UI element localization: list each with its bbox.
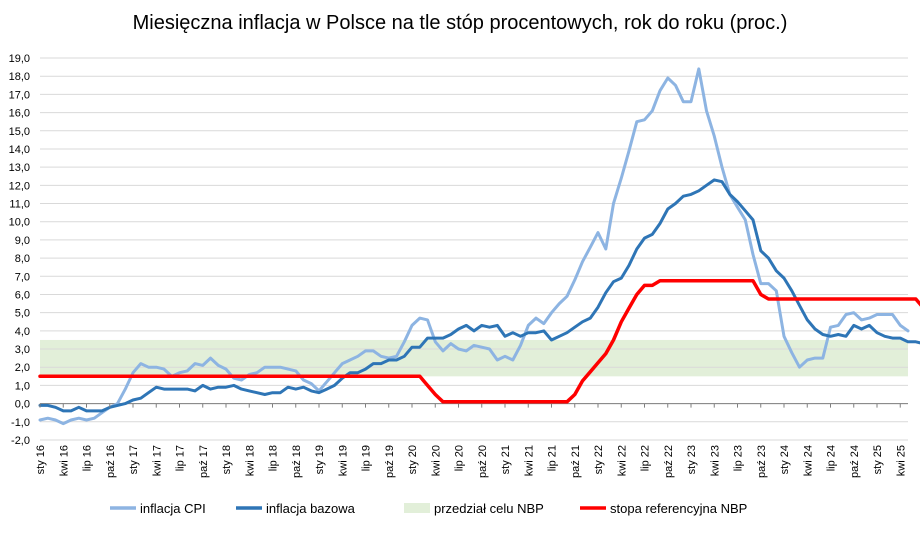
x-tick-label: kwi 23	[709, 445, 721, 476]
y-tick-label: 2,0	[15, 362, 30, 374]
x-tick-label: lip 16	[82, 445, 94, 471]
x-tick-label: paź 21	[570, 445, 582, 478]
x-tick-label: lip 22	[640, 445, 652, 471]
y-tick-label: 11,0	[9, 199, 30, 211]
y-tick-label: 18,0	[9, 71, 30, 83]
x-tick-label: sty 16	[35, 445, 47, 474]
legend-label-4: stopa referencyjna NBP	[610, 501, 747, 516]
x-tick-label: paź 20	[477, 445, 489, 478]
legend-label-3: przedział celu NBP	[434, 501, 544, 516]
x-tick-label: sty 22	[593, 445, 605, 474]
x-tick-label: kwi 18	[244, 445, 256, 476]
y-tick-label: 0,0	[15, 399, 30, 411]
series-line-1	[38, 67, 910, 426]
x-tick-label: kwi 21	[523, 445, 535, 476]
grid-layer	[40, 57, 908, 441]
x-tick-label: sty 19	[314, 445, 326, 474]
x-tick-label: lip 21	[547, 445, 559, 471]
series-line-3	[38, 279, 920, 404]
y-tick-label: 1,0	[15, 380, 30, 392]
y-tick-label: -2,0	[11, 435, 30, 447]
x-tick-label: kwi 22	[616, 445, 628, 476]
x-tick-label: kwi 17	[151, 445, 163, 476]
x-tick-label: sty 24	[779, 445, 791, 474]
y-tick-label: 13,0	[9, 162, 30, 174]
x-tick-label: sty 21	[500, 445, 512, 474]
legend-label-1: inflacja CPI	[140, 501, 206, 516]
y-tick-label: 16,0	[9, 108, 30, 120]
x-tick-label: sty 20	[407, 445, 419, 474]
x-tick-label: lip 19	[361, 445, 373, 471]
x-tick-label: lip 23	[733, 445, 745, 471]
legend-layer: inflacja CPI inflacja bazowa przedział cel…	[110, 501, 747, 516]
y-tick-label: 5,0	[15, 308, 30, 320]
legend-label-2: inflacja bazowa	[266, 501, 356, 516]
y-tick-label: 6,0	[15, 289, 30, 301]
x-tick-label: paź 16	[105, 445, 117, 478]
x-tick-label: sty 18	[221, 445, 233, 474]
x-tick-label: kwi 25	[895, 445, 907, 476]
y-tick-label: 10,0	[9, 217, 30, 229]
x-tick-label: sty 23	[686, 445, 698, 474]
x-tick-label: sty 25	[872, 445, 884, 474]
x-tick-label: paź 22	[663, 445, 675, 478]
x-tick-label: paź 18	[291, 445, 303, 478]
x-tick-label: paź 24	[849, 445, 861, 478]
y-tick-label: 17,0	[9, 89, 30, 101]
y-tick-label: 4,0	[15, 326, 30, 338]
series-line-2	[38, 178, 920, 413]
chart-title: Miesięczna inflacja w Polsce na tle stóp…	[132, 12, 788, 34]
y-tick-label: 3,0	[15, 344, 30, 356]
x-tick-label: kwi 20	[430, 445, 442, 476]
x-tick-label: kwi 24	[802, 445, 814, 476]
y-tick-label: 12,0	[9, 180, 30, 192]
y-tick-label: 7,0	[15, 271, 30, 283]
x-tick-label: kwi 16	[58, 445, 70, 476]
y-tick-label: -1,0	[11, 417, 30, 429]
y-tick-label: 14,0	[9, 144, 30, 156]
x-tick-label: paź 17	[198, 445, 210, 478]
x-tick-label: lip 18	[268, 445, 280, 471]
y-tick-label: 19,0	[9, 53, 30, 65]
x-tick-label: lip 24	[826, 445, 838, 471]
y-tick-label: 9,0	[15, 235, 30, 247]
x-tick-label: paź 19	[384, 445, 396, 478]
x-tick-label: paź 23	[756, 445, 768, 478]
x-tick-label: lip 17	[175, 445, 187, 471]
x-tick-label: sty 17	[128, 445, 140, 474]
y-tick-label: 8,0	[15, 253, 30, 265]
x-tick-layer: sty 16 kwi 16 lip 16 paź 16 sty 17 kwi 17 lip …	[35, 403, 907, 478]
y-tick-label: 15,0	[9, 126, 30, 138]
series-layer	[38, 67, 920, 426]
x-tick-label: lip 20	[454, 445, 466, 471]
x-tick-label: kwi 19	[337, 445, 349, 476]
legend-swatch-3	[404, 503, 430, 513]
y-tick-layer: -2,0 -1,0 0,0 1,0 2,0 3,0 4,0 5,0 6,0 7,0 8,0 9,0 10…	[9, 53, 30, 447]
